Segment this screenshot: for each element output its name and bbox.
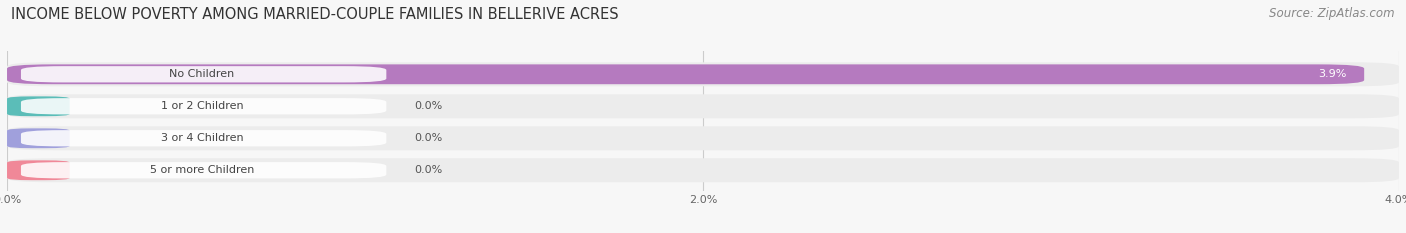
Text: 1 or 2 Children: 1 or 2 Children (160, 101, 243, 111)
FancyBboxPatch shape (21, 66, 387, 82)
Text: INCOME BELOW POVERTY AMONG MARRIED-COUPLE FAMILIES IN BELLERIVE ACRES: INCOME BELOW POVERTY AMONG MARRIED-COUPL… (11, 7, 619, 22)
FancyBboxPatch shape (21, 130, 387, 146)
FancyBboxPatch shape (7, 158, 1399, 182)
FancyBboxPatch shape (7, 126, 1399, 150)
Text: 3 or 4 Children: 3 or 4 Children (160, 133, 243, 143)
FancyBboxPatch shape (7, 128, 70, 148)
FancyBboxPatch shape (7, 160, 70, 180)
Text: 0.0%: 0.0% (415, 165, 443, 175)
Text: 3.9%: 3.9% (1319, 69, 1347, 79)
FancyBboxPatch shape (7, 64, 1364, 84)
Text: 5 or more Children: 5 or more Children (149, 165, 254, 175)
Text: 0.0%: 0.0% (415, 101, 443, 111)
FancyBboxPatch shape (21, 98, 387, 114)
Text: No Children: No Children (169, 69, 235, 79)
Text: Source: ZipAtlas.com: Source: ZipAtlas.com (1270, 7, 1395, 20)
Text: 0.0%: 0.0% (415, 133, 443, 143)
FancyBboxPatch shape (7, 96, 70, 116)
FancyBboxPatch shape (7, 62, 1399, 86)
FancyBboxPatch shape (7, 94, 1399, 118)
FancyBboxPatch shape (21, 162, 387, 178)
